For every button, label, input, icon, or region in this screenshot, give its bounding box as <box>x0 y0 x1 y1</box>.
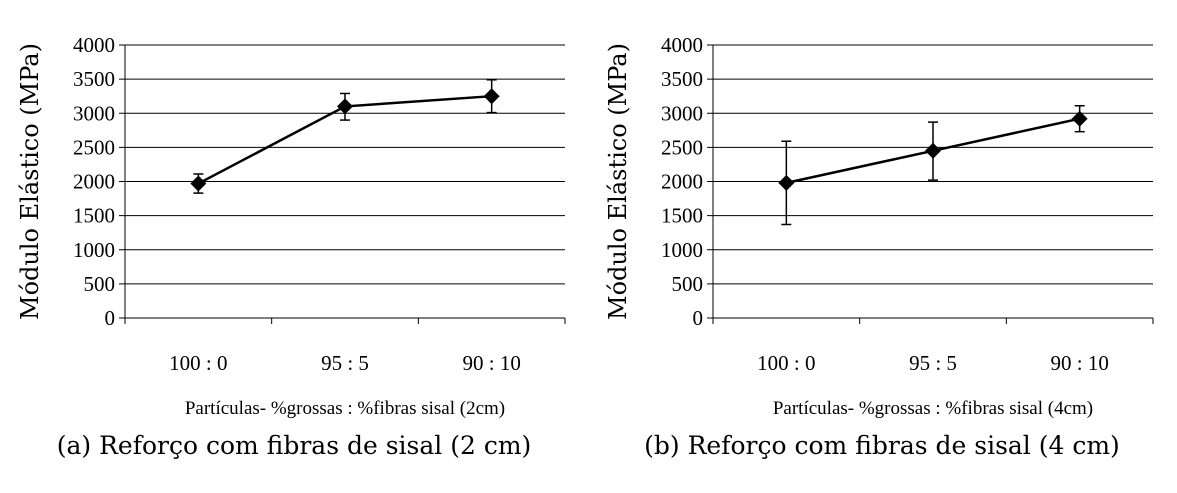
y-tick-label: 1000 <box>73 238 115 262</box>
data-point-marker <box>337 98 353 115</box>
y-tick-label: 3000 <box>661 101 703 125</box>
chart-b-caption: (b) Reforço com fibras de sisal (4 cm) <box>644 431 1120 460</box>
y-tick-label: 1000 <box>661 238 703 262</box>
y-tick-label: 2000 <box>661 170 703 194</box>
chart-b-svg: 0 500 1000 1500 2000 2500 3000 3500 4000 100 : 0 9… <box>604 33 1154 419</box>
data-point-marker <box>778 174 795 191</box>
y-tick-label: 500 <box>84 272 116 296</box>
y-tick-label: 3500 <box>73 67 115 91</box>
y-tick-label: 0 <box>105 306 116 330</box>
chart-a-svg: 0 500 1000 1500 2000 2500 3000 3500 4000 100 : 0 9… <box>16 33 566 419</box>
x-tick-label: 95 : 5 <box>321 351 369 375</box>
chart-a-caption: (a) Reforço com fibras de sisal (2 cm) <box>56 431 532 460</box>
data-point-marker <box>925 142 941 159</box>
y-tick-label: 1500 <box>661 204 703 228</box>
y-tick-label: 3000 <box>73 101 115 125</box>
y-axis-label: Módulo Elástico (MPa) <box>604 43 632 320</box>
x-tick-label: 90 : 10 <box>1050 351 1108 375</box>
y-tick-label: 2000 <box>73 170 115 194</box>
y-tick-label: 1500 <box>73 204 115 228</box>
x-axis-label: Partículas- %grossas : %fibras sisal (2c… <box>185 398 505 419</box>
x-tick-label: 100 : 0 <box>757 351 815 375</box>
chart-panel-a: 0 500 1000 1500 2000 2500 3000 3500 4000 100 : 0 9… <box>0 0 588 493</box>
data-point-marker <box>190 175 207 192</box>
x-tick-label: 90 : 10 <box>462 351 520 375</box>
y-tick-label: 4000 <box>73 33 115 57</box>
y-axis-label: Módulo Elástico (MPa) <box>16 43 44 320</box>
x-tick-label: 100 : 0 <box>169 351 227 375</box>
y-tick-label: 3500 <box>661 67 703 91</box>
y-tick-label: 2500 <box>661 135 703 159</box>
y-tick-label: 4000 <box>661 33 703 57</box>
y-tick-label: 500 <box>672 272 704 296</box>
x-axis-label: Partículas- %grossas : %fibras sisal (4c… <box>773 398 1093 419</box>
y-tick-label: 0 <box>693 306 704 330</box>
data-point-marker <box>1071 110 1088 127</box>
y-tick-label: 2500 <box>73 135 115 159</box>
x-tick-label: 95 : 5 <box>909 351 957 375</box>
data-point-marker <box>483 88 500 105</box>
chart-panel-b: 0 500 1000 1500 2000 2500 3000 3500 4000 100 : 0 9… <box>588 0 1176 493</box>
